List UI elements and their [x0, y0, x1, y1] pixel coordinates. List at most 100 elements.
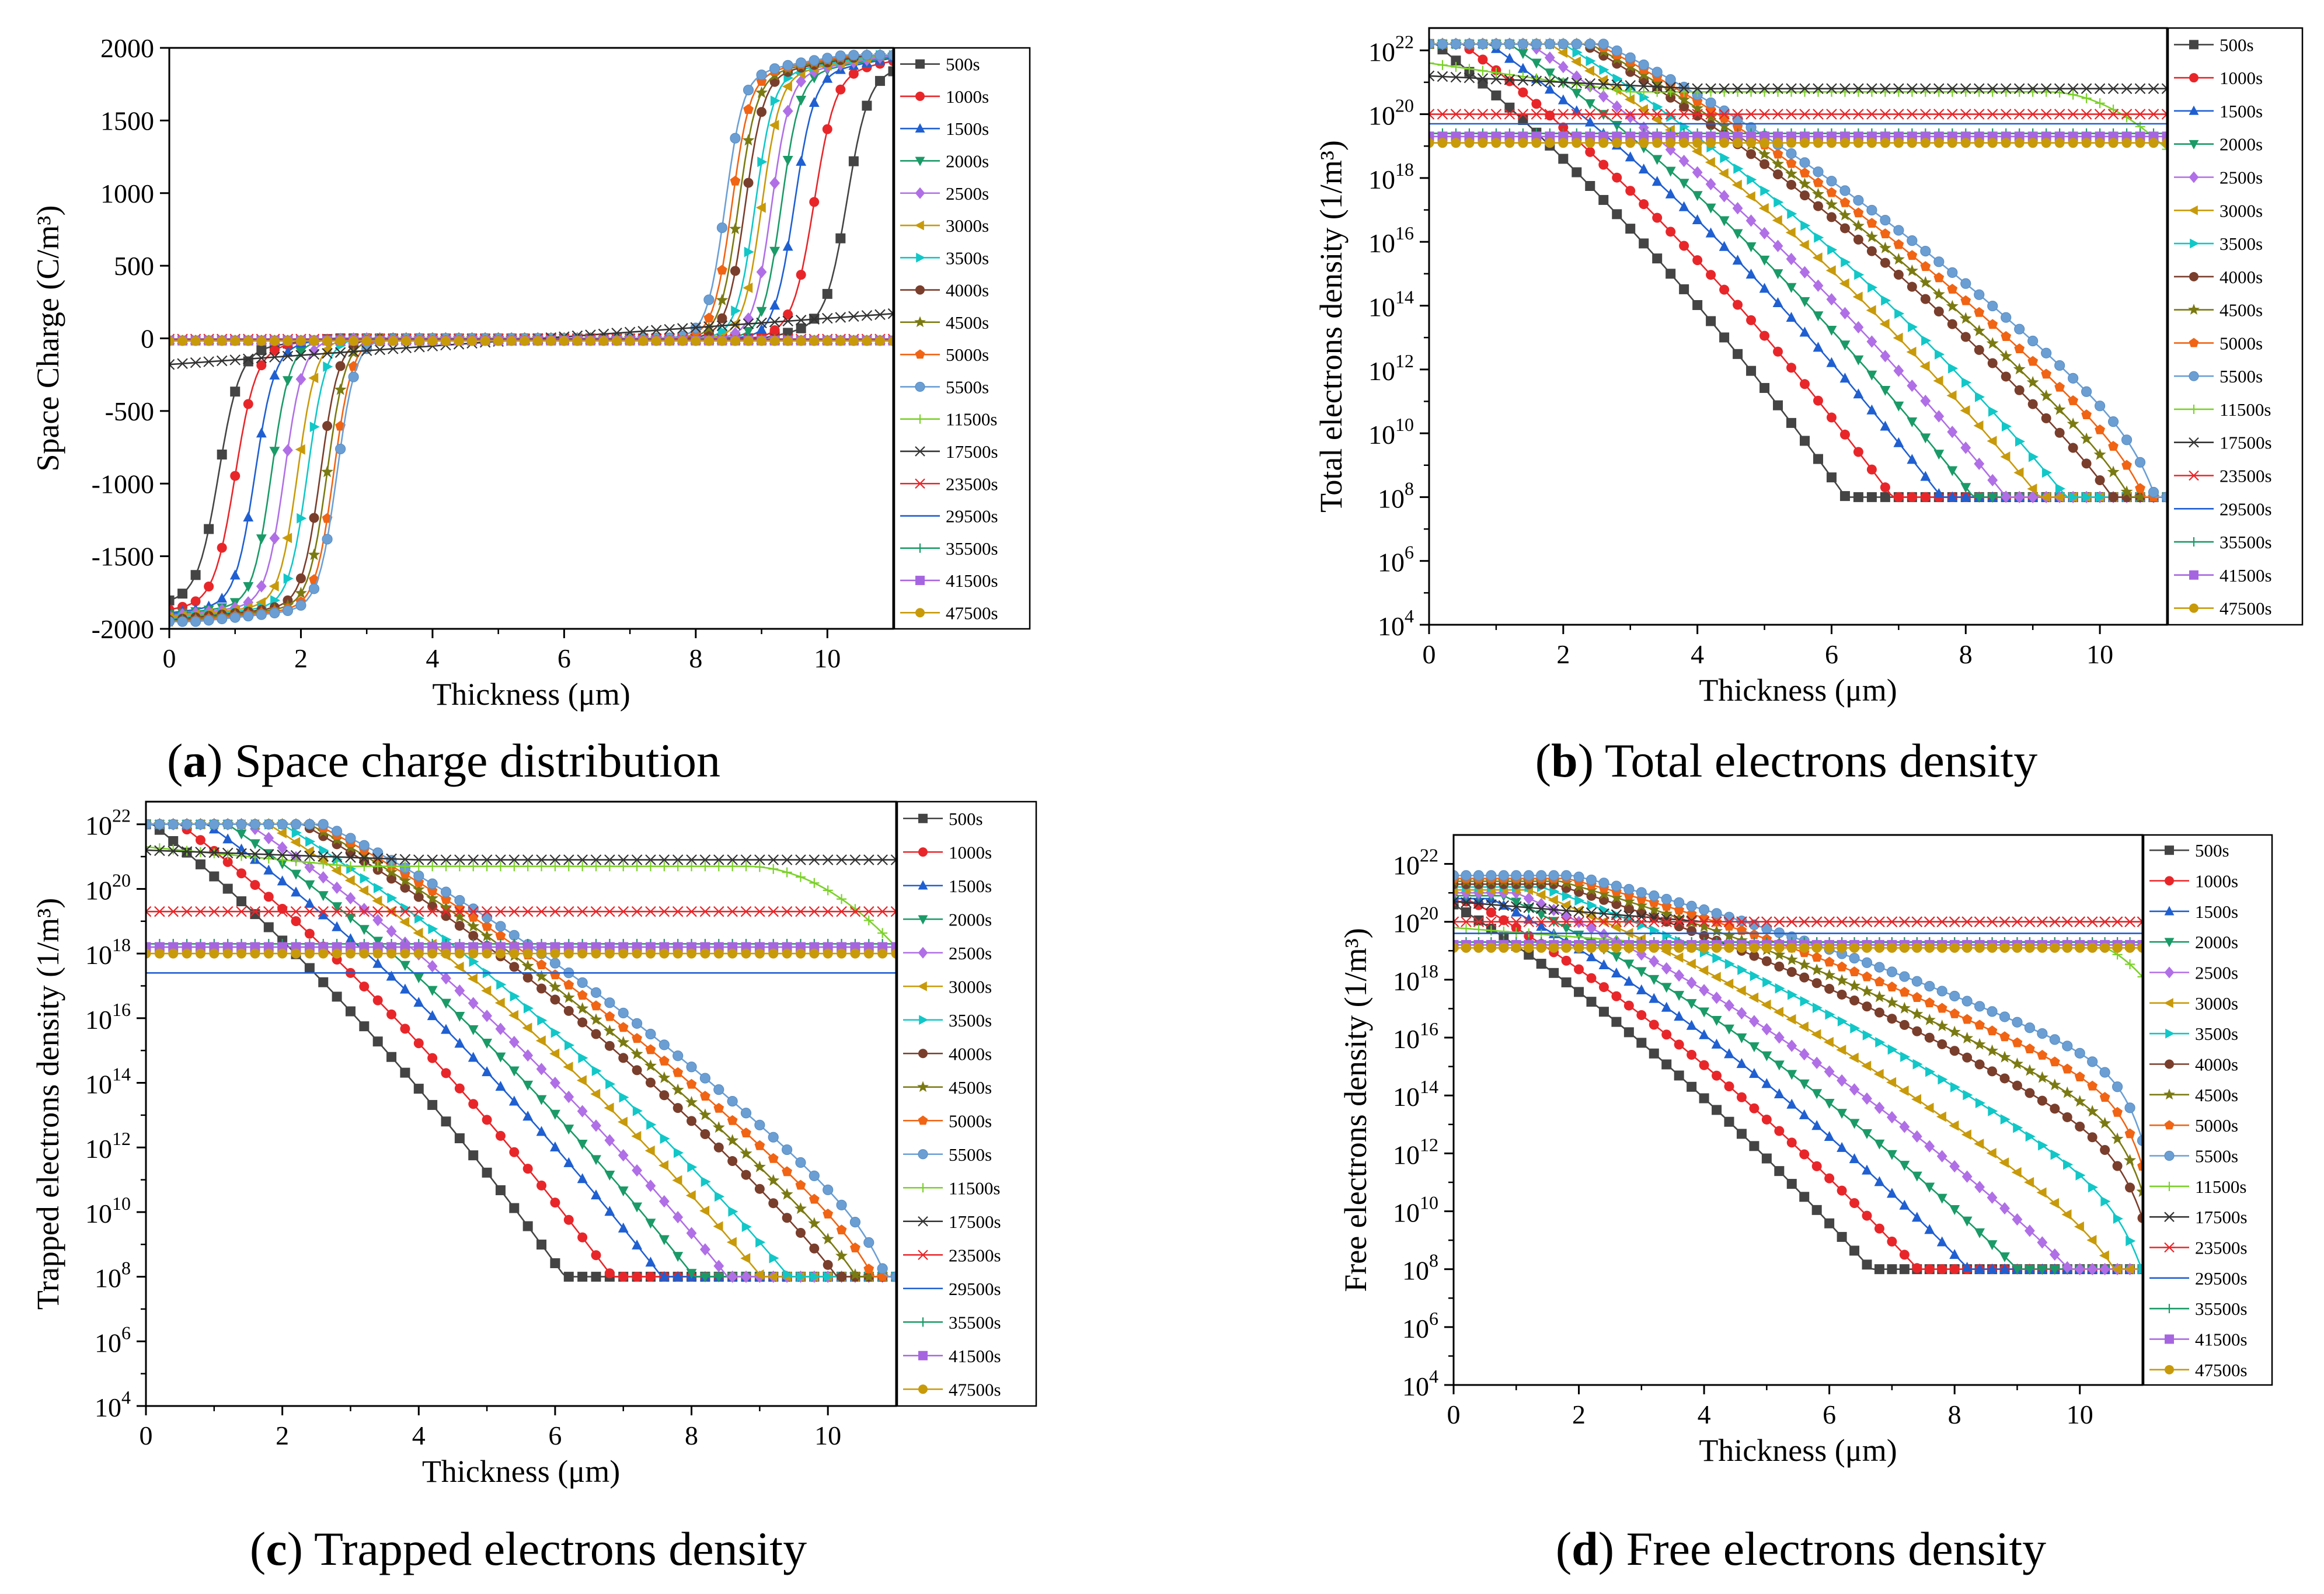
y-tick-base: 10: [1393, 1140, 1420, 1170]
data-point-4000s: [717, 313, 727, 323]
data-point-4500s: [617, 1036, 630, 1048]
data-point-3000s: [2086, 1235, 2097, 1245]
data-point-4000s: [509, 962, 520, 972]
data-point-1500s: [1899, 1199, 1910, 1210]
data-point-4000s: [468, 931, 479, 941]
data-point-47500s: [645, 948, 656, 959]
data-point-3500s: [523, 1003, 534, 1014]
legend-marker: [2189, 570, 2198, 580]
data-point-2000s: [1936, 1193, 1947, 1204]
data-point-1500s: [399, 983, 410, 994]
data-point-1000s: [468, 1099, 479, 1109]
data-point-23500s: [781, 906, 793, 917]
data-point-11500s: [345, 861, 356, 872]
data-point-47500s: [809, 336, 820, 346]
data-point-3000s: [1823, 1036, 1834, 1047]
data-point-1500s: [1625, 151, 1636, 162]
data-point-2000s: [632, 1202, 643, 1213]
legend-marker: [2189, 337, 2199, 347]
data-point-47500s: [1454, 942, 1459, 953]
data-point-3000s: [2061, 1209, 2072, 1220]
data-point-5500s: [1886, 966, 1898, 977]
data-point-2500s: [1824, 1065, 1835, 1078]
data-point-1000s: [1811, 1161, 1822, 1171]
legend-label: 5500s: [2220, 366, 2263, 387]
data-point-5500s: [1813, 166, 1824, 178]
data-point-2000s: [577, 1140, 588, 1150]
data-point-2500s: [1837, 1074, 1848, 1087]
data-point-1000s: [217, 542, 227, 553]
data-point-4000s: [782, 1213, 792, 1223]
data-point-2500s: [1772, 239, 1783, 252]
data-point-5500s: [295, 600, 306, 611]
data-point-4500s: [440, 901, 452, 913]
data-point-4000s: [754, 1184, 765, 1194]
data-point-3000s: [726, 1237, 737, 1248]
data-point-4500s: [2107, 465, 2120, 478]
y-tick-base: 10: [1393, 1082, 1420, 1112]
data-point-4500s: [2080, 432, 2093, 444]
legend-item-1000s: 1000s: [2149, 871, 2238, 892]
data-point-23500s: [146, 906, 152, 917]
data-point-5000s: [1920, 261, 1931, 272]
data-point-47500s: [1887, 942, 1897, 953]
data-point-4000s: [1920, 294, 1931, 304]
data-point-47500s: [1849, 942, 1860, 953]
legend-label: 2500s: [946, 183, 989, 204]
data-point-47500s: [837, 948, 847, 959]
series-47500s: [169, 336, 893, 346]
data-point-500s: [441, 1116, 451, 1127]
data-point-17500s: [809, 854, 820, 865]
data-point-17500s: [413, 854, 424, 865]
data-point-11500s: [713, 861, 724, 872]
data-point-3000s: [1873, 1069, 1884, 1080]
data-point-3000s: [563, 1061, 573, 1073]
data-point-17500s: [1523, 902, 1535, 913]
data-point-500s: [169, 595, 175, 605]
legend-item-35500s: 35500s: [903, 1312, 1001, 1332]
caption-label: a: [183, 734, 207, 787]
data-point-17500s: [468, 854, 479, 865]
data-point-5500s: [508, 930, 520, 941]
data-point-2500s: [427, 960, 438, 973]
data-point-23500s: [1973, 916, 1986, 928]
data-point-11500s: [837, 894, 847, 904]
data-point-1500s: [1911, 1212, 1922, 1222]
data-point-500s: [1549, 967, 1559, 978]
data-point-2500s: [1886, 1111, 1897, 1124]
data-point-3500s: [1750, 970, 1760, 982]
data-point-2500s: [1949, 1160, 1960, 1173]
data-point-5500s: [1490, 39, 1502, 50]
data-point-1000s: [222, 857, 233, 867]
y-tick-base: 10: [1368, 37, 1395, 67]
data-point-47500s: [322, 336, 333, 346]
data-point-2500s: [263, 831, 274, 845]
data-point-47500s: [727, 948, 738, 959]
data-point-2500s: [1558, 61, 1569, 74]
data-point-500s: [874, 76, 885, 86]
data-point-17500s: [331, 851, 343, 862]
data-point-500s: [1561, 977, 1572, 987]
data-point-11500s: [809, 878, 820, 888]
data-point-47500s: [1486, 942, 1496, 953]
y-tick-exponent: 8: [1429, 1250, 1438, 1271]
data-point-1500s: [1661, 1001, 1672, 1012]
data-point-17500s: [563, 854, 574, 865]
data-point-4000s: [2041, 413, 2051, 423]
data-point-5500s: [1893, 225, 1904, 236]
data-point-4000s: [1974, 1059, 1985, 1070]
data-point-11500s: [222, 850, 233, 860]
legend-label: 500s: [949, 809, 983, 829]
data-point-3500s: [1653, 102, 1663, 113]
legend-item-5500s: 5500s: [2149, 1146, 2238, 1167]
legend-marker: [918, 915, 928, 925]
y-tick-exponent: 20: [112, 869, 131, 890]
data-point-2500s: [1853, 321, 1864, 334]
y-tick-label: 500: [114, 251, 154, 281]
data-point-4500s: [630, 1047, 643, 1060]
data-point-4000s: [1749, 951, 1759, 961]
data-point-1000s: [1773, 346, 1783, 357]
data-point-4000s: [743, 178, 754, 188]
data-point-4000s: [1937, 1039, 1947, 1049]
data-point-5500s: [1464, 39, 1475, 50]
